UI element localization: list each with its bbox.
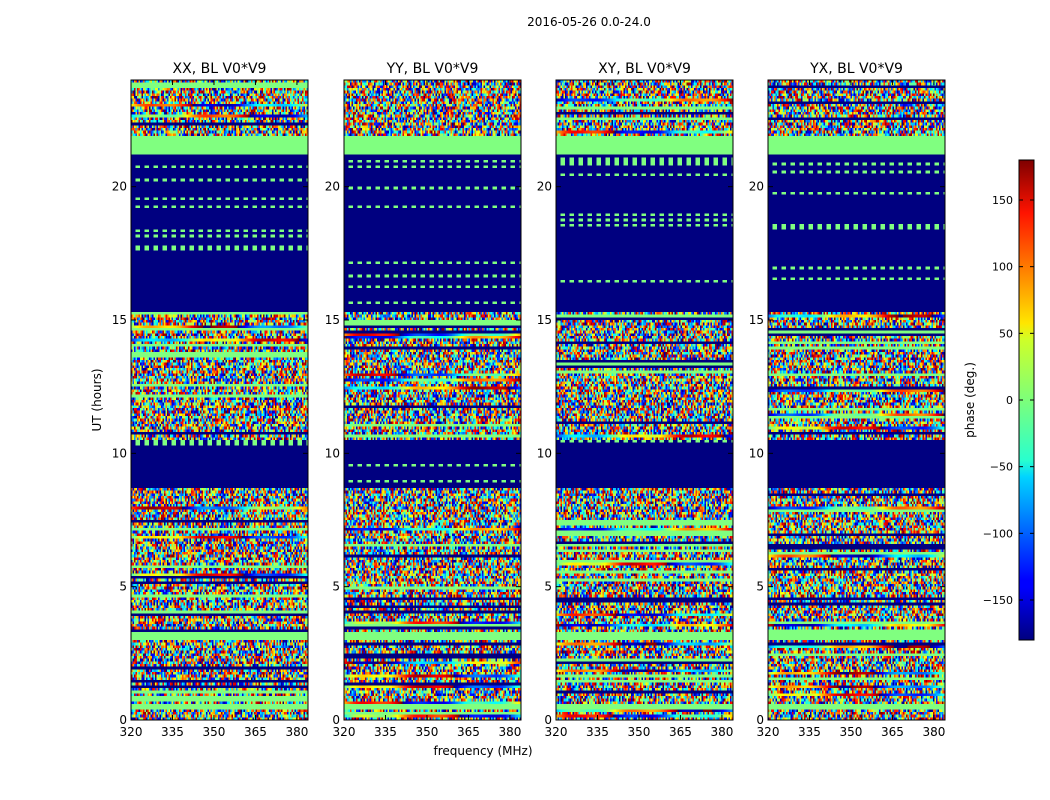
y-tick-label: 10 bbox=[112, 446, 127, 460]
y-tick-label: 20 bbox=[749, 180, 764, 194]
y-tick-label: 20 bbox=[112, 180, 127, 194]
panel-yy: YY, BL V0*V9 320 335 350 365 380 0 5 10 15 20 bbox=[325, 61, 522, 739]
x-tick-label: 380 bbox=[922, 725, 945, 739]
y-tick-label: 0 bbox=[756, 713, 764, 727]
x-tick-label: 335 bbox=[586, 725, 609, 739]
colorbar-tick-label: 150 bbox=[992, 194, 1013, 207]
colorbar-ticks: −150 −100 −50 0 50 100 150 bbox=[983, 194, 1034, 607]
panel-frame bbox=[767, 79, 946, 721]
panel-title: XY, BL V0*V9 bbox=[598, 61, 691, 77]
x-axis-label: frequency (MHz) bbox=[433, 744, 532, 758]
colorbar-tick-label: 50 bbox=[999, 327, 1013, 340]
panel-frame bbox=[555, 79, 734, 721]
x-tick-label: 365 bbox=[244, 725, 267, 739]
y-tick-label: 15 bbox=[325, 313, 340, 327]
x-tick-label: 335 bbox=[161, 725, 184, 739]
panel-frame bbox=[130, 79, 309, 721]
x-tick-label: 335 bbox=[798, 725, 821, 739]
x-tick-label: 380 bbox=[710, 725, 733, 739]
colorbar-tick-label: −100 bbox=[983, 527, 1013, 540]
y-tick-label: 10 bbox=[325, 446, 340, 460]
y-tick-label: 5 bbox=[119, 580, 127, 594]
x-tick-label: 350 bbox=[203, 725, 226, 739]
x-tick-label: 320 bbox=[757, 725, 780, 739]
y-tick-label: 5 bbox=[544, 580, 552, 594]
panel-heatmap bbox=[556, 80, 733, 720]
y-tick-label: 15 bbox=[112, 313, 127, 327]
y-tick-label: 0 bbox=[119, 713, 127, 727]
panel-heatmap bbox=[131, 80, 308, 720]
panel-heatmap bbox=[768, 80, 945, 720]
y-tick-label: 20 bbox=[325, 180, 340, 194]
x-tick-label: 350 bbox=[840, 725, 863, 739]
colorbar-label: phase (deg.) bbox=[963, 362, 977, 438]
y-axis-label: UT (hours) bbox=[90, 368, 104, 431]
x-tick-label: 350 bbox=[628, 725, 651, 739]
colorbar-tick-label: 0 bbox=[1006, 394, 1013, 407]
x-tick-label: 320 bbox=[545, 725, 568, 739]
y-tick-label: 15 bbox=[749, 313, 764, 327]
y-tick-label: 0 bbox=[544, 713, 552, 727]
panel-title: YX, BL V0*V9 bbox=[809, 61, 903, 77]
y-tick-label: 20 bbox=[537, 180, 552, 194]
panel-yx: YX, BL V0*V9 320 335 350 365 380 0 5 10 15 20 bbox=[749, 61, 946, 739]
x-tick-label: 350 bbox=[416, 725, 439, 739]
panel-xx: XX, BL V0*V9 320 335 350 365 380 0 5 10 15 20 bbox=[112, 61, 309, 739]
x-tick-label: 365 bbox=[669, 725, 692, 739]
panel-frame bbox=[343, 79, 522, 721]
x-tick-label: 320 bbox=[120, 725, 143, 739]
colorbar-tick-label: −150 bbox=[983, 594, 1013, 607]
x-tick-label: 380 bbox=[285, 725, 308, 739]
x-tick-label: 335 bbox=[374, 725, 397, 739]
panel-xy: XY, BL V0*V9 320 335 350 365 380 0 5 10 15 20 bbox=[537, 61, 734, 739]
x-tick-label: 320 bbox=[333, 725, 356, 739]
y-tick-label: 15 bbox=[537, 313, 552, 327]
panel-title: XX, BL V0*V9 bbox=[173, 61, 267, 77]
y-tick-label: 5 bbox=[756, 580, 764, 594]
y-tick-label: 10 bbox=[749, 446, 764, 460]
y-tick-label: 10 bbox=[537, 446, 552, 460]
x-tick-label: 380 bbox=[498, 725, 521, 739]
panel-title: YY, BL V0*V9 bbox=[386, 61, 479, 77]
colorbar: −150 −100 −50 0 50 100 150 phase (deg.) bbox=[963, 159, 1035, 641]
panel-heatmap bbox=[344, 80, 521, 720]
colorbar-tick-label: 100 bbox=[992, 261, 1013, 274]
x-tick-label: 365 bbox=[457, 725, 480, 739]
colorbar-tick-label: −50 bbox=[990, 461, 1013, 474]
y-tick-label: 0 bbox=[332, 713, 340, 727]
y-tick-label: 5 bbox=[332, 580, 340, 594]
figure-suptitle: 2016-05-26 0.0-24.0 bbox=[527, 15, 651, 29]
x-tick-label: 365 bbox=[881, 725, 904, 739]
